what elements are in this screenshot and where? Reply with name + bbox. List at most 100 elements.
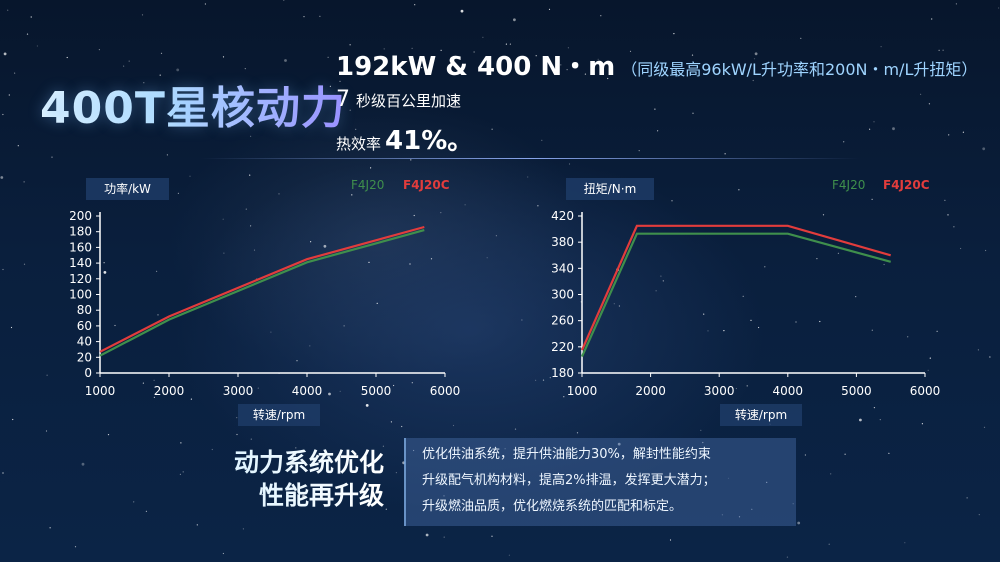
star (180, 442, 182, 444)
star (133, 501, 135, 503)
star (85, 226, 87, 228)
star (750, 319, 752, 321)
star (723, 330, 725, 332)
star (395, 472, 397, 474)
star (879, 419, 881, 421)
star (143, 82, 145, 84)
star (250, 225, 252, 227)
star (294, 454, 296, 456)
star (600, 15, 602, 17)
star (563, 396, 565, 398)
legend-f4j20: F4J20 (351, 178, 384, 192)
star (691, 54, 694, 56)
star (742, 295, 744, 297)
x-tick-label: 6000 (430, 384, 461, 398)
star (662, 280, 664, 282)
x-tick-label: 4000 (292, 384, 323, 398)
star (921, 423, 924, 425)
star (565, 342, 567, 344)
y-tick-label: 420 (551, 209, 574, 223)
star (7, 9, 9, 11)
star (460, 9, 464, 13)
star (938, 49, 940, 51)
power-torque-note: （同级最高96kW/L升功率和200N・m/L升扭矩） (621, 60, 978, 79)
efficiency-line: 热效率 41%。 (336, 120, 473, 157)
star (607, 77, 609, 80)
star (107, 434, 110, 436)
y-axis-label: 扭矩/N·m (584, 182, 637, 196)
y-tick-label: 160 (69, 240, 92, 254)
star (746, 385, 748, 387)
star (370, 167, 372, 169)
star (982, 147, 986, 151)
star (977, 349, 980, 351)
series-line-f4j20c (580, 224, 892, 351)
star (657, 130, 659, 132)
star (800, 37, 802, 40)
star (655, 290, 657, 292)
star (365, 404, 369, 407)
x-tick-label: 3000 (704, 384, 735, 398)
star (66, 56, 68, 59)
star (413, 214, 415, 217)
star (960, 247, 962, 250)
star (936, 330, 938, 332)
legend-f4j20c: F4J20C (883, 178, 930, 192)
star (613, 303, 615, 305)
star (527, 176, 529, 178)
y-tick-label: 300 (551, 288, 574, 302)
star (0, 176, 4, 179)
star (804, 454, 807, 456)
star (329, 85, 331, 87)
star (752, 79, 754, 82)
star (907, 336, 909, 338)
star (452, 424, 455, 427)
header-divider (200, 158, 860, 159)
star (343, 138, 346, 140)
star (114, 324, 116, 327)
star (568, 163, 571, 165)
y-tick-label: 260 (551, 314, 574, 328)
efficiency-label: 热效率 (336, 135, 382, 153)
x-tick-label: 2000 (635, 384, 666, 398)
star (223, 252, 225, 254)
star (156, 270, 158, 272)
star (998, 7, 1000, 9)
star (12, 418, 14, 421)
star (153, 396, 155, 398)
star (843, 141, 845, 143)
star (983, 426, 986, 428)
summary-line-2: 性能再升级 (206, 479, 384, 512)
star (23, 181, 25, 183)
star (508, 554, 510, 556)
star (566, 69, 568, 71)
y-tick-label: 180 (551, 366, 574, 380)
x-tick-label: 6000 (910, 384, 941, 398)
star (962, 131, 965, 133)
star (283, 0, 285, 1)
legend-f4j20: F4J20 (832, 178, 865, 192)
star (514, 428, 517, 430)
summary-heading: 动力系统优化 性能再升级 (206, 446, 384, 512)
star (948, 134, 950, 136)
y-tick-label: 80 (77, 303, 92, 317)
star (179, 473, 181, 475)
star (966, 497, 968, 499)
star (328, 392, 331, 396)
star (36, 45, 39, 47)
star (295, 447, 297, 449)
star (629, 50, 632, 53)
y-axis-label: 功率/kW (104, 181, 151, 196)
star (98, 49, 100, 51)
star (473, 51, 475, 53)
star (944, 199, 946, 201)
star (927, 369, 929, 371)
x-axis-label: 转速/rpm (253, 407, 305, 422)
star (411, 47, 413, 50)
x-tick-label: 4000 (773, 384, 804, 398)
star (159, 74, 161, 76)
star (669, 539, 672, 541)
star (26, 33, 29, 35)
star (182, 471, 184, 473)
